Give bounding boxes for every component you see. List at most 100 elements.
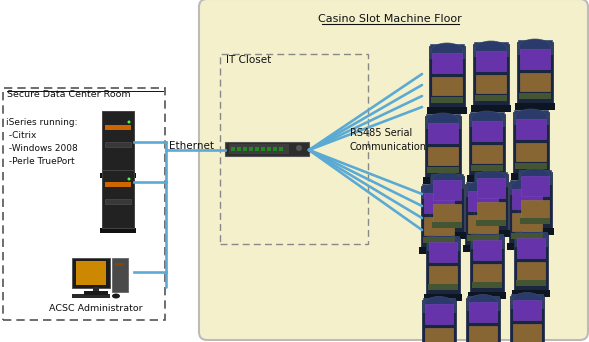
Ellipse shape xyxy=(511,179,543,195)
Bar xyxy=(428,147,458,165)
Bar xyxy=(517,238,545,258)
Bar xyxy=(105,142,131,147)
Bar xyxy=(431,173,463,187)
Bar xyxy=(433,180,461,200)
Bar xyxy=(512,289,550,297)
Bar xyxy=(472,145,502,163)
Bar xyxy=(93,287,99,292)
Bar xyxy=(468,215,498,233)
Bar xyxy=(471,165,503,171)
Bar xyxy=(425,328,453,342)
Bar xyxy=(511,173,551,180)
Ellipse shape xyxy=(519,39,551,55)
Bar xyxy=(473,264,501,282)
Ellipse shape xyxy=(468,294,498,311)
Bar xyxy=(467,175,507,182)
Ellipse shape xyxy=(471,111,503,127)
Bar xyxy=(466,182,500,196)
Circle shape xyxy=(127,177,131,181)
Bar xyxy=(225,142,309,156)
Bar xyxy=(470,236,504,292)
Bar xyxy=(231,147,235,151)
Bar xyxy=(520,73,550,91)
Text: IT Closet: IT Closet xyxy=(226,55,272,65)
Bar xyxy=(476,51,506,71)
Bar xyxy=(518,40,552,54)
Bar xyxy=(419,247,459,254)
Bar xyxy=(261,147,265,151)
Bar xyxy=(115,263,124,266)
Bar xyxy=(507,243,547,250)
Bar xyxy=(466,298,500,342)
Bar xyxy=(430,44,464,58)
Bar xyxy=(514,234,548,290)
Ellipse shape xyxy=(431,43,463,59)
Bar xyxy=(476,220,506,225)
Bar xyxy=(473,240,501,260)
Bar xyxy=(474,42,508,56)
Circle shape xyxy=(296,145,302,151)
Bar xyxy=(105,199,131,204)
Bar xyxy=(428,232,466,238)
Bar xyxy=(112,258,128,292)
Bar xyxy=(518,171,552,228)
Bar xyxy=(72,294,110,298)
Ellipse shape xyxy=(423,183,455,199)
Bar xyxy=(427,167,459,173)
Text: iSeries running:
 -Citrix
 -Windows 2008
 -Perle TruePort: iSeries running: -Citrix -Windows 2008 -… xyxy=(6,118,78,166)
Bar xyxy=(473,44,509,106)
Text: RS485 Serial
Communication: RS485 Serial Communication xyxy=(350,128,427,152)
Bar xyxy=(477,202,505,220)
Bar xyxy=(519,170,551,184)
Bar xyxy=(515,232,547,246)
Text: Ethernet: Ethernet xyxy=(170,141,214,151)
Bar xyxy=(472,281,502,288)
Bar xyxy=(515,163,547,169)
Bar xyxy=(249,147,253,151)
Bar xyxy=(513,300,541,320)
Bar xyxy=(426,237,460,294)
Ellipse shape xyxy=(476,171,506,186)
Ellipse shape xyxy=(424,297,454,313)
Ellipse shape xyxy=(516,231,546,247)
Bar xyxy=(237,147,241,151)
Ellipse shape xyxy=(512,292,542,308)
Ellipse shape xyxy=(472,233,502,249)
Bar xyxy=(516,143,546,161)
Bar xyxy=(423,177,463,184)
Bar xyxy=(516,279,546,286)
Ellipse shape xyxy=(432,172,462,188)
Bar xyxy=(430,175,464,233)
Circle shape xyxy=(127,120,131,123)
Bar xyxy=(476,75,506,93)
Bar xyxy=(426,114,460,128)
Bar xyxy=(471,234,503,248)
Bar xyxy=(279,147,283,151)
Bar xyxy=(432,53,462,73)
Ellipse shape xyxy=(427,113,459,129)
Bar xyxy=(516,227,554,235)
Bar xyxy=(432,77,462,95)
Bar xyxy=(433,204,461,222)
Bar xyxy=(516,119,546,139)
Bar xyxy=(100,228,136,233)
Bar xyxy=(427,236,459,250)
Bar xyxy=(422,184,456,198)
Bar xyxy=(84,291,108,295)
Text: Secure Data Center Room: Secure Data Center Room xyxy=(7,90,131,99)
Bar xyxy=(422,300,456,342)
Ellipse shape xyxy=(515,109,547,125)
Bar xyxy=(513,112,549,174)
Bar xyxy=(102,170,134,228)
Bar xyxy=(424,293,462,301)
Bar xyxy=(421,186,457,248)
Bar xyxy=(105,125,131,130)
Bar xyxy=(471,105,511,112)
Bar xyxy=(427,107,467,114)
Bar xyxy=(477,178,505,198)
Bar xyxy=(424,193,454,213)
Ellipse shape xyxy=(520,169,550,184)
Bar xyxy=(255,147,259,151)
Bar xyxy=(472,121,502,141)
Bar xyxy=(428,284,458,289)
